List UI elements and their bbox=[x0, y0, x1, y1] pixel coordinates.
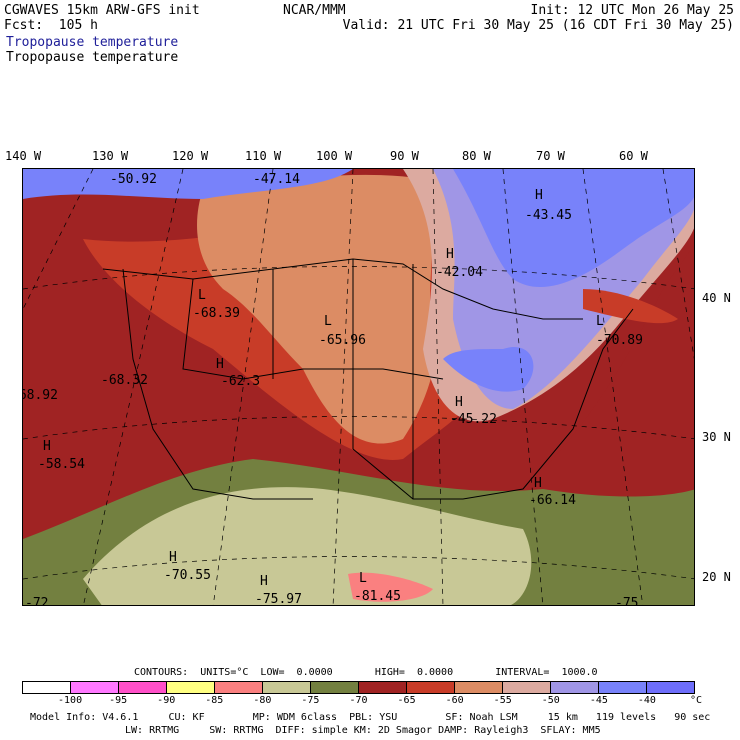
lat-label: 30 N bbox=[702, 430, 731, 444]
colorbar-segment bbox=[599, 682, 647, 693]
field-tan bbox=[83, 487, 532, 605]
forecast-hour: Fcst: 105 h bbox=[4, 18, 98, 33]
map-value: -72 bbox=[25, 596, 49, 606]
map-value: -68.39 bbox=[193, 306, 240, 321]
map-value: -42.04 bbox=[436, 265, 483, 280]
low-marker: L bbox=[359, 571, 367, 586]
field-title: Tropopause temperature bbox=[6, 50, 179, 65]
field-streak bbox=[583, 289, 678, 324]
field-salmon bbox=[348, 572, 433, 602]
map-value: -68.32 bbox=[101, 373, 148, 388]
colorbar-tick-label: -40 bbox=[637, 695, 656, 706]
high-marker: H bbox=[169, 550, 177, 565]
colorbar-tick-label: -50 bbox=[541, 695, 560, 706]
lon-label: 60 W bbox=[619, 149, 648, 163]
map-value: -70.89 bbox=[596, 333, 643, 348]
lon-label: 80 W bbox=[462, 149, 491, 163]
organization-label: NCAR/MMM bbox=[283, 3, 346, 18]
lon-label: 130 W bbox=[92, 149, 129, 163]
low-marker: L bbox=[198, 288, 206, 303]
colorbar-segment bbox=[359, 682, 407, 693]
latlon-grid bbox=[23, 169, 694, 605]
map-value: -58.54 bbox=[38, 457, 85, 472]
map-panel: -50.92 -47.14 H -43.45 H -42.04 L -68.39… bbox=[22, 168, 695, 606]
map-value: -62.3 bbox=[221, 374, 261, 389]
init-time: Init: 12 UTC Mon 26 May 25 bbox=[530, 3, 735, 18]
colorbar-segment bbox=[119, 682, 167, 693]
model-info-line1: Model Info: V4.6.1 CU: KF MP: WDM 6class… bbox=[30, 712, 711, 723]
high-marker: H bbox=[260, 574, 268, 589]
map-value: -45.22 bbox=[450, 412, 497, 427]
low-marker: L bbox=[324, 314, 332, 329]
high-marker: H bbox=[455, 395, 463, 410]
lat-label: 20 N bbox=[702, 570, 731, 584]
colorbar-tick-label: -55 bbox=[493, 695, 512, 706]
contours-info: CONTOURS: UNITS=°C LOW= 0.0000 HIGH= 0.0… bbox=[134, 667, 598, 678]
high-marker: H bbox=[535, 188, 543, 203]
colorbar bbox=[22, 681, 695, 694]
colorbar-segment bbox=[167, 682, 215, 693]
colorbar-tick-label: -100 bbox=[58, 695, 83, 706]
high-marker: H bbox=[534, 476, 542, 491]
colorbar-tick-label: -95 bbox=[109, 695, 128, 706]
map-value: -65.96 bbox=[319, 333, 366, 348]
colorbar-segment bbox=[263, 682, 311, 693]
colorbar-segment bbox=[551, 682, 599, 693]
map-value: -75 bbox=[615, 596, 639, 606]
map-value: -66.14 bbox=[529, 493, 576, 508]
colorbar-segment bbox=[455, 682, 503, 693]
map-value: -68.92 bbox=[23, 388, 58, 403]
colorbar-segment bbox=[503, 682, 551, 693]
colorbar-segment bbox=[215, 682, 263, 693]
colorbar-tick-label: -75 bbox=[301, 695, 320, 706]
tropopause-map bbox=[23, 169, 694, 605]
lon-label: 120 W bbox=[172, 149, 209, 163]
high-marker: H bbox=[43, 439, 51, 454]
low-marker: L bbox=[596, 314, 604, 329]
colorbar-tick-label: -70 bbox=[349, 695, 368, 706]
map-value: -43.45 bbox=[525, 208, 572, 223]
colorbar-tick-label: -65 bbox=[397, 695, 416, 706]
map-value: -75.97 bbox=[255, 592, 302, 606]
field-blue-high bbox=[453, 169, 694, 287]
colorbar-segment bbox=[407, 682, 455, 693]
political-boundaries bbox=[102, 258, 634, 500]
valid-time: Valid: 21 UTC Fri 30 May 25 (16 CDT Fri … bbox=[342, 18, 734, 33]
colorbar-segment bbox=[647, 682, 694, 693]
colorbar-segment bbox=[311, 682, 359, 693]
colorbar-tick-label: -80 bbox=[253, 695, 272, 706]
lon-label: 90 W bbox=[390, 149, 419, 163]
lat-label: 40 N bbox=[702, 291, 731, 305]
field-blue-ohio bbox=[443, 347, 534, 392]
lon-label: 110 W bbox=[245, 149, 282, 163]
colorbar-tick-label: -60 bbox=[445, 695, 464, 706]
map-value: -47.14 bbox=[253, 172, 300, 187]
lon-label: 140 W bbox=[5, 149, 42, 163]
map-value: -81.45 bbox=[354, 589, 401, 604]
model-title: CGWAVES 15km ARW-GFS init bbox=[4, 3, 200, 18]
lon-label: 70 W bbox=[536, 149, 565, 163]
lon-label: 100 W bbox=[316, 149, 353, 163]
high-marker: H bbox=[446, 247, 454, 262]
colorbar-segment bbox=[71, 682, 119, 693]
colorbar-unit: °C bbox=[690, 695, 703, 706]
field-blue-nw bbox=[23, 169, 353, 199]
map-value: -70.55 bbox=[164, 568, 211, 583]
colorbar-segment bbox=[23, 682, 71, 693]
field-title-blue: Tropopause temperature bbox=[6, 35, 179, 50]
high-marker: H bbox=[216, 357, 224, 372]
colorbar-tick-label: -90 bbox=[157, 695, 176, 706]
colorbar-tick-label: -45 bbox=[589, 695, 608, 706]
field-light-orange bbox=[197, 174, 436, 444]
map-value: -50.92 bbox=[110, 172, 157, 187]
colorbar-tick-label: -85 bbox=[205, 695, 224, 706]
model-info-line2: LW: RRTMG SW: RRTMG DIFF: simple KM: 2D … bbox=[125, 725, 601, 736]
